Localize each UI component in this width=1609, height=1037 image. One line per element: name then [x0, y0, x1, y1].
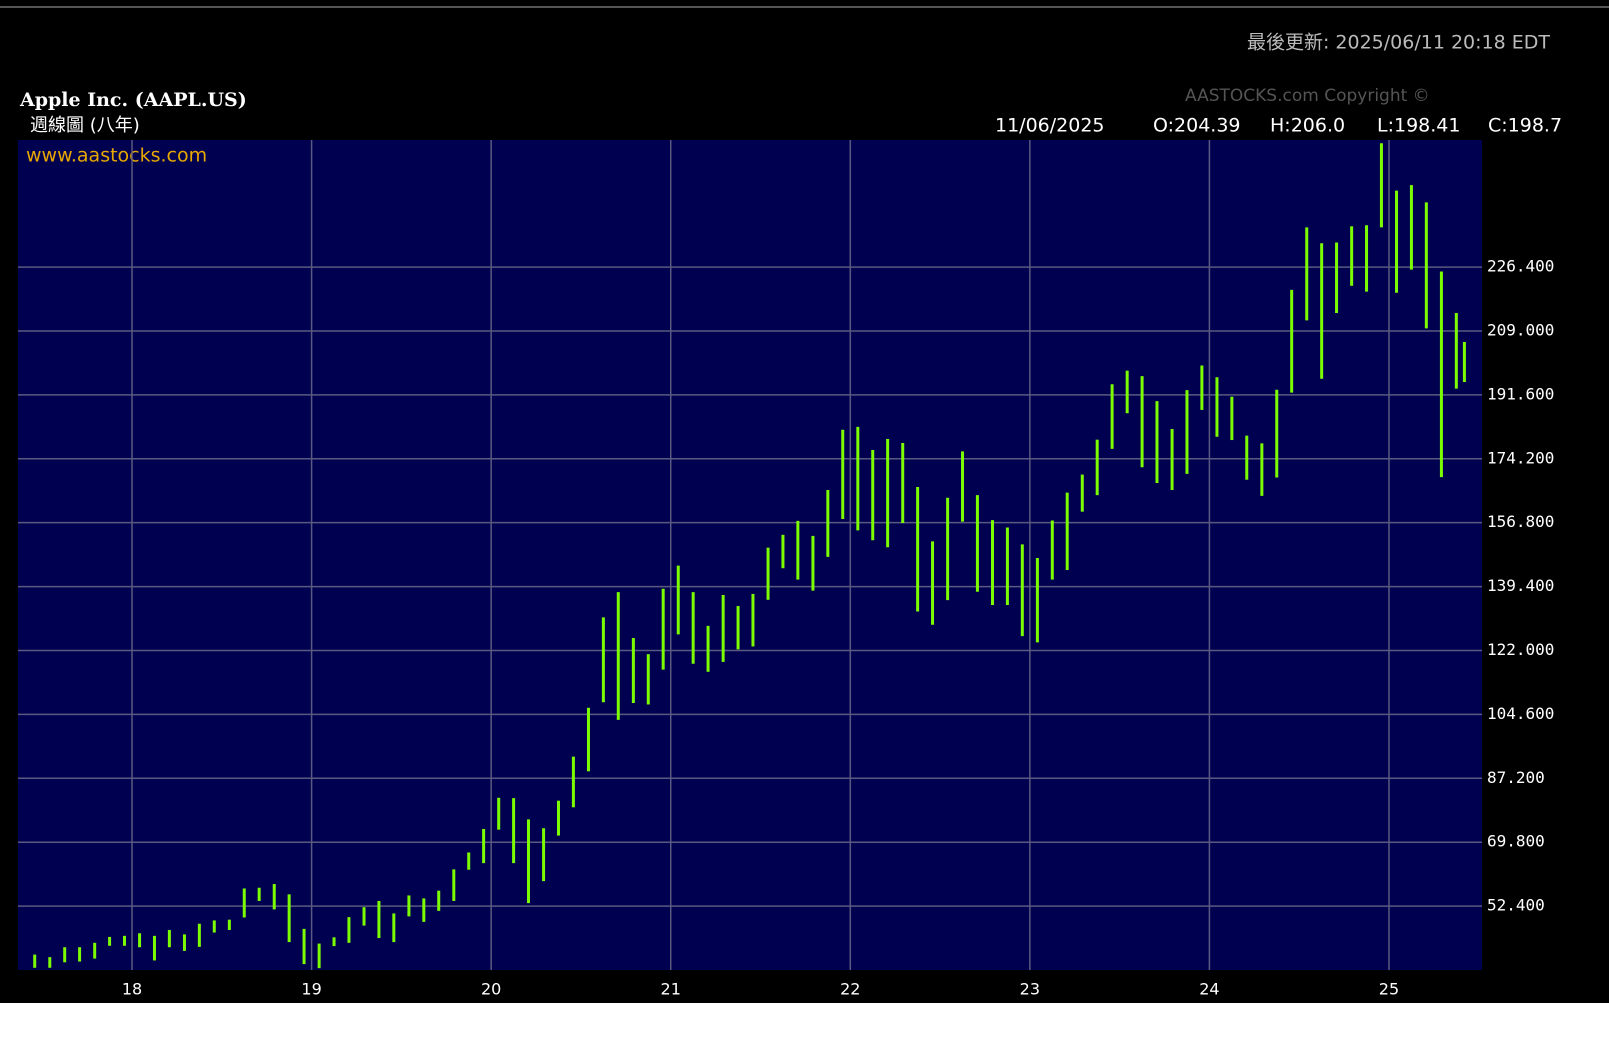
plot-area	[18, 140, 1482, 970]
bottom-area	[0, 1003, 1609, 1037]
chart-subtitle: 週線圖 (八年)	[30, 115, 140, 136]
x-tick-label: 18	[122, 980, 142, 999]
watermark: www.aastocks.com	[26, 145, 207, 167]
ohlc-info: C:198.7	[1488, 115, 1562, 137]
x-tick-label: 23	[1020, 980, 1040, 999]
y-tick-label: 52.400	[1487, 896, 1545, 915]
y-tick-label: 209.000	[1487, 320, 1554, 339]
x-tick-label: 25	[1379, 980, 1399, 999]
ohlc-info: H:206.0	[1270, 115, 1345, 137]
y-tick-label: 174.200	[1487, 448, 1554, 467]
x-tick-label: 24	[1199, 980, 1219, 999]
y-tick-label: 122.000	[1487, 640, 1554, 659]
y-tick-label: 87.200	[1487, 768, 1545, 787]
x-tick-label: 20	[481, 980, 501, 999]
ohlc-info: O:204.39	[1153, 115, 1241, 137]
y-tick-label: 226.400	[1487, 257, 1554, 276]
chart-title: Apple Inc. (AAPL.US)	[19, 89, 247, 111]
x-tick-label: 19	[301, 980, 321, 999]
last-updated: 最後更新: 2025/06/11 20:18 EDT	[1247, 32, 1550, 54]
x-tick-label: 21	[661, 980, 681, 999]
y-tick-label: 191.600	[1487, 384, 1554, 403]
y-tick-label: 156.800	[1487, 512, 1554, 531]
copyright: AASTOCKS.com Copyright ©	[1185, 86, 1430, 106]
ohlc-info: L:198.41	[1377, 115, 1460, 137]
y-tick-label: 139.400	[1487, 576, 1554, 595]
y-tick-label: 104.600	[1487, 704, 1554, 723]
ohlc-info: 11/06/2025	[995, 115, 1105, 137]
y-tick-label: 69.800	[1487, 832, 1545, 851]
x-tick-label: 22	[840, 980, 860, 999]
